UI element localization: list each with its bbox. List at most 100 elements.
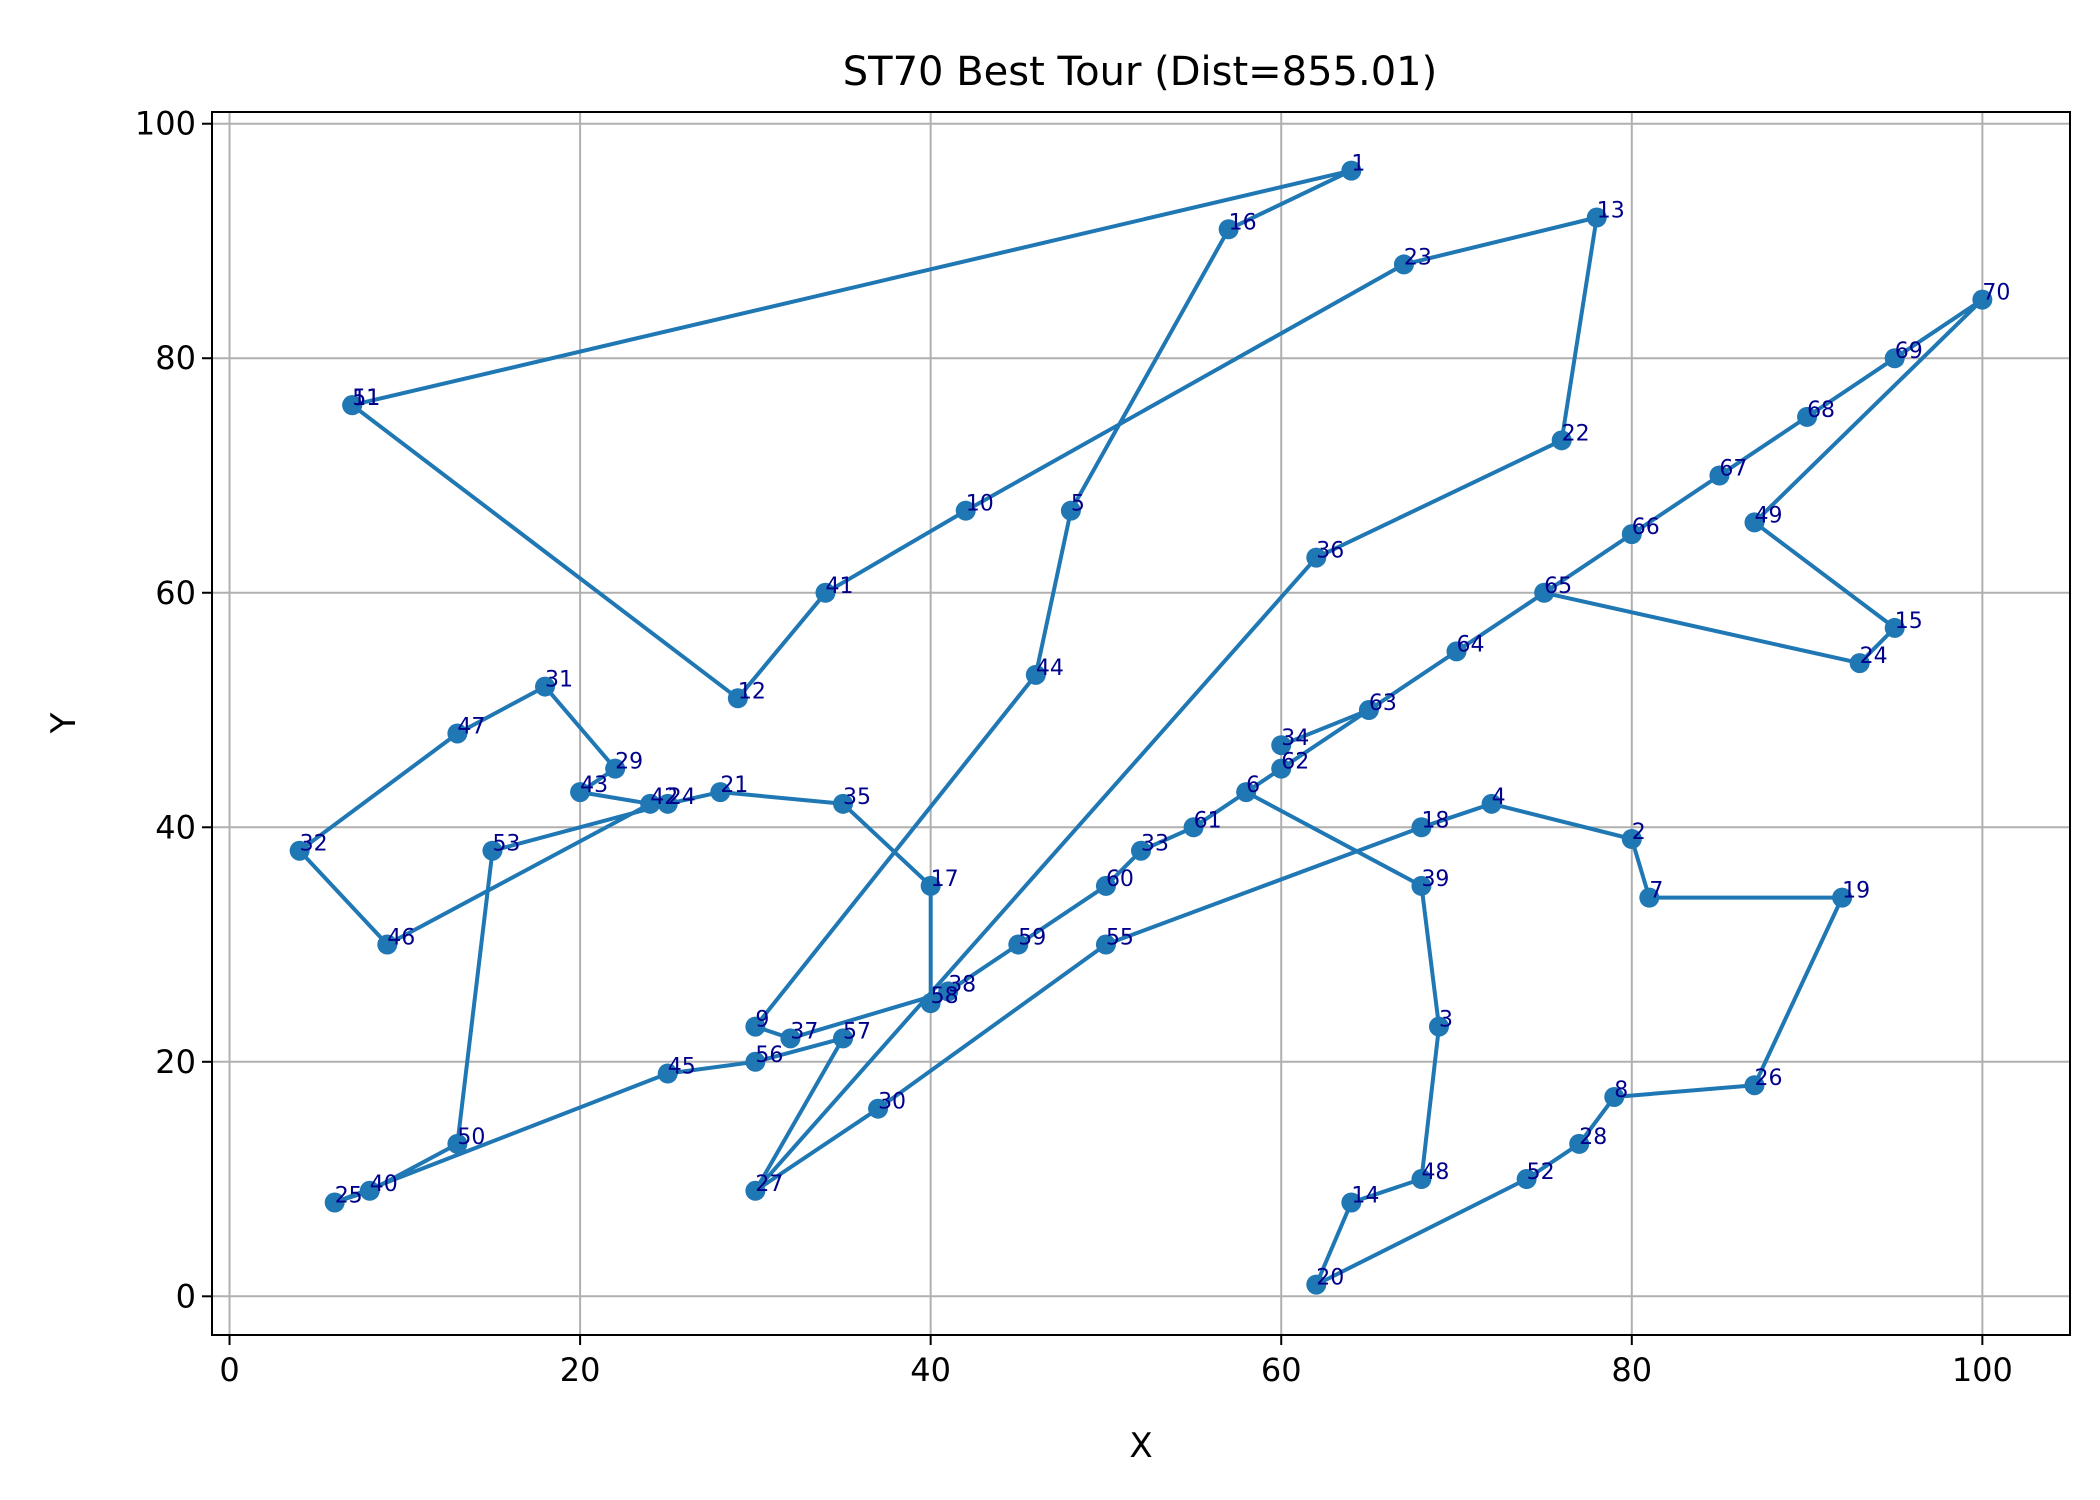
node-marker [938, 981, 959, 1002]
node-marker [377, 934, 398, 955]
node-label: 18 [1421, 808, 1449, 833]
node-label: 64 [1457, 632, 1485, 657]
node-label: 38 [948, 972, 976, 997]
node-marker [920, 993, 941, 1014]
x-tick-label: 0 [219, 1351, 239, 1389]
node-marker [1341, 1192, 1362, 1213]
node-marker [1095, 875, 1116, 896]
node-label: 37 [790, 1019, 818, 1044]
node-marker [1516, 1169, 1537, 1190]
node-marker [1446, 641, 1467, 662]
node-label: 66 [1632, 515, 1660, 540]
node-label: 28 [1579, 1125, 1607, 1150]
node-label: 4 [1492, 785, 1506, 810]
tour-path [876, 297, 1985, 1287]
y-tick-label: 80 [155, 339, 196, 377]
node-label: 44 [1036, 656, 1064, 681]
node-label: 5 [1071, 492, 1085, 517]
tour-path [929, 790, 1248, 1005]
node-label: 63 [1369, 691, 1397, 716]
node-label: 36 [1316, 539, 1344, 564]
node-marker [289, 840, 310, 861]
node-label: 62 [1281, 750, 1309, 775]
node-marker [833, 1028, 854, 1049]
node-label: 51 [352, 386, 380, 411]
node-label: 53 [492, 832, 520, 857]
node-label: 2 [1632, 820, 1646, 845]
node-label: 20 [1316, 1266, 1344, 1291]
node-label: 17 [931, 867, 959, 892]
node-label: 22 [1562, 421, 1590, 446]
node-marker [1095, 934, 1116, 955]
node-marker [745, 1180, 766, 1201]
node-marker [1744, 1075, 1765, 1096]
node-label: 34 [1281, 726, 1309, 751]
node-marker [640, 793, 661, 814]
node-label: 65 [1544, 574, 1572, 599]
node-label: 69 [1895, 339, 1923, 364]
node-label: 30 [878, 1090, 906, 1115]
node-marker [1271, 758, 1292, 779]
node-marker [657, 793, 678, 814]
y-tick-label: 60 [155, 574, 196, 612]
node-marker [1271, 735, 1292, 756]
node-label: 1 [1351, 152, 1365, 177]
node-label: 24 [668, 785, 696, 810]
node-marker [1569, 1133, 1590, 1154]
node-label: 8 [1614, 1078, 1628, 1103]
node-label: 67 [1719, 456, 1747, 481]
node-marker [1358, 700, 1379, 721]
node-marker [1832, 887, 1853, 908]
node-label: 68 [1807, 398, 1835, 423]
node-marker [1411, 1169, 1432, 1190]
node-marker [657, 1063, 678, 1084]
node-label: 7 [1649, 879, 1663, 904]
node-label: 31 [545, 668, 573, 693]
node-label: 48 [1421, 1160, 1449, 1185]
node-label: 6 [1246, 773, 1260, 798]
node-marker [1797, 406, 1818, 427]
node-marker [1008, 934, 1029, 955]
node-marker [1744, 512, 1765, 533]
node-marker [955, 500, 976, 521]
node-marker [447, 723, 468, 744]
x-tick-label: 60 [1261, 1351, 1302, 1389]
node-marker [605, 758, 626, 779]
grid [212, 112, 2070, 1335]
node-marker [780, 1028, 801, 1049]
node-marker [727, 688, 748, 709]
node-label: 47 [457, 714, 485, 739]
node-label: 19 [1842, 879, 1870, 904]
y-tick-label: 100 [135, 105, 196, 143]
node-label: 45 [668, 1055, 696, 1080]
node-marker [868, 1098, 889, 1119]
node-marker [1884, 617, 1905, 638]
node-label: 27 [755, 1172, 783, 1197]
y-tick-label: 0 [176, 1277, 196, 1315]
node-marker [1709, 465, 1730, 486]
node-marker [1481, 793, 1502, 814]
node-marker [1884, 348, 1905, 369]
node-label: 32 [300, 832, 328, 857]
tour-path [754, 1107, 880, 1193]
node-marker [1849, 653, 1870, 674]
x-tick-label: 100 [1952, 1351, 2013, 1389]
node-label: 13 [1597, 199, 1625, 224]
node-marker [1341, 160, 1362, 181]
node-label: 16 [1229, 210, 1257, 235]
x-tick-label: 40 [910, 1351, 951, 1389]
node-label: 52 [1527, 1160, 1555, 1185]
node-label: 61 [1194, 808, 1222, 833]
x-tick-label: 20 [560, 1351, 601, 1389]
node-marker [1025, 664, 1046, 685]
y-tick-label: 40 [155, 808, 196, 846]
node-marker [1621, 828, 1642, 849]
axis-ticks: 0 20 40 60 80 100 0 20 40 60 80 100 [135, 105, 2013, 1389]
node-label: 35 [843, 785, 871, 810]
x-axis-label: X [1129, 1426, 1152, 1466]
node-marker [920, 875, 941, 896]
chart-title: ST70 Best Tour (Dist=855.01) [843, 49, 1437, 95]
